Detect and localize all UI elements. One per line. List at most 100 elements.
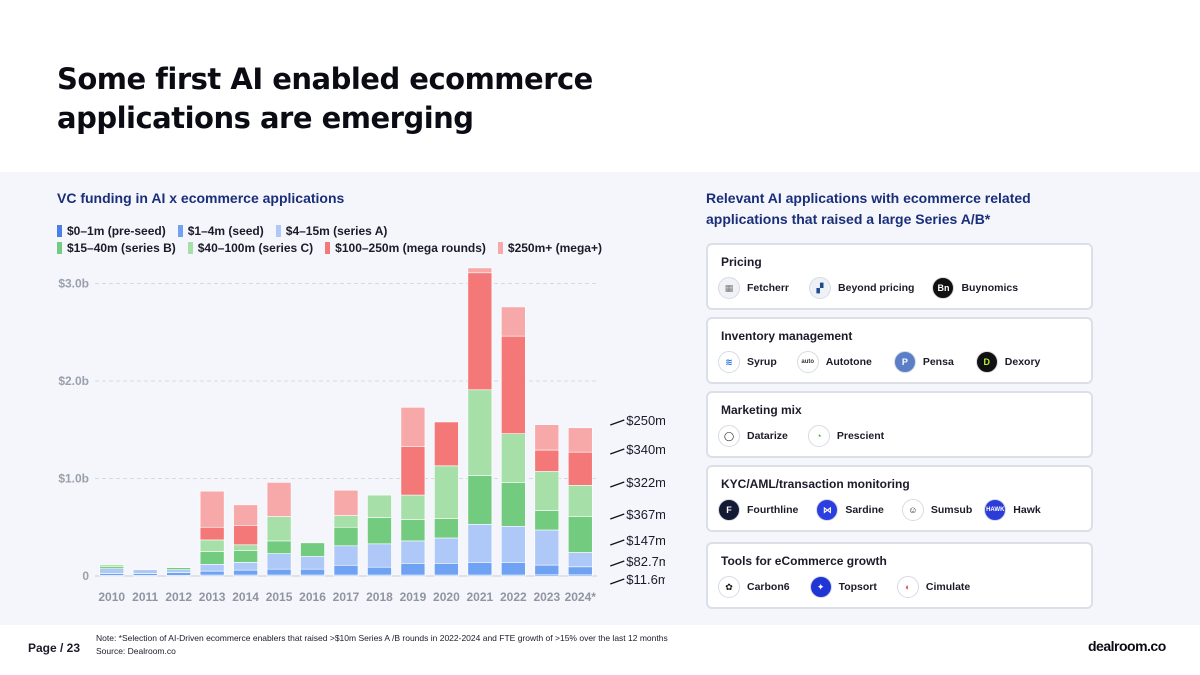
bar-segment: [233, 562, 258, 571]
bar-segment: [400, 563, 426, 576]
bar-segment: [199, 526, 225, 541]
company-item[interactable]: P Pensa: [893, 351, 954, 373]
company-name: Topsort: [838, 581, 877, 593]
company-name: Fetcherr: [747, 282, 790, 294]
company-logo-icon: D: [975, 351, 998, 373]
bar-segment: [99, 568, 125, 574]
legend-item-mega: $100–250m (mega rounds): [325, 241, 486, 255]
annotation-leader: [610, 481, 625, 488]
bar-segment: [501, 433, 526, 483]
y-tick-label: $2.0b: [58, 374, 89, 388]
bar-segment: [199, 563, 225, 572]
company-item[interactable]: ◯ Datarize: [718, 425, 788, 447]
company-item[interactable]: ≋ Syrup: [718, 351, 777, 373]
category-card: Inventory management ≋ Syrup auto Autotone P P…: [706, 317, 1093, 384]
bar-segment: [467, 524, 493, 563]
bar-segment: [99, 564, 125, 568]
x-tick-label: 2012: [165, 590, 192, 604]
company-logo-icon: ☺: [901, 499, 924, 521]
company-item[interactable]: ⋈ Sardine: [816, 499, 884, 521]
company-item[interactable]: auto Autotone: [796, 351, 872, 373]
brand-logo: dealroom.co: [1088, 638, 1166, 654]
bar-segment: [333, 564, 359, 576]
bar-segment: [567, 451, 593, 486]
company-logo-icon: ▞: [809, 277, 832, 299]
bar-segment: [266, 553, 292, 570]
company-name: Fourthline: [747, 504, 799, 516]
company-item[interactable]: ▦ Fetcherr: [718, 277, 789, 299]
company-logo-icon: auto: [796, 351, 819, 373]
x-tick-label: 2021: [467, 590, 494, 604]
legend-swatch: [177, 224, 183, 237]
company-logo-icon: P: [893, 351, 916, 373]
bar-segment: [367, 517, 392, 545]
bar-segment: [534, 424, 560, 451]
company-logo-icon: F: [718, 499, 740, 521]
bar-segment: [367, 494, 392, 518]
company-logo-icon: ✿: [718, 576, 740, 598]
category-title: Pricing: [721, 255, 762, 269]
company-item[interactable]: D Dexory: [975, 351, 1040, 373]
legend-item-pre-seed: $0–1m (pre-seed): [57, 224, 166, 238]
category-card: Pricing ▦ Fetcherr ▞ Beyond pricing Bn Buynomi…: [706, 243, 1093, 310]
company-item[interactable]: ▞ Beyond pricing: [809, 277, 914, 299]
chart-legend: $0–1m (pre-seed) $1–4m (seed) $4–15m (se…: [57, 222, 657, 256]
company-name: Sardine: [845, 504, 884, 516]
bar-segment: [266, 540, 292, 554]
y-tick-label: $3.0b: [58, 277, 89, 291]
company-item[interactable]: ✿ Carbon6: [718, 576, 790, 598]
annotation-leader: [610, 448, 625, 455]
company-item[interactable]: ✦ Topsort: [809, 576, 877, 598]
bar-segment: [233, 524, 258, 546]
legend-swatch: [57, 241, 62, 254]
bar-segment: [199, 570, 225, 576]
funding-bar-chart: 0 $1.0b $2.0b $3.0b 2010 2011 2012 2013 2014 2015…: [58, 267, 665, 604]
company-item[interactable]: HAWK Hawk: [984, 499, 1041, 521]
legend-label: $4–15m (series A): [285, 223, 388, 238]
company-item[interactable]: ☺ Sumsub: [901, 499, 972, 521]
company-name: Hawk: [1013, 504, 1041, 516]
page-number: Page / 23: [28, 641, 81, 655]
company-logo-icon: ≋: [718, 351, 740, 373]
bar-segment: [501, 482, 526, 527]
category-title: KYC/AML/transaction monitoring: [721, 477, 910, 491]
bar-segment: [434, 537, 459, 564]
bar-segment: [400, 494, 426, 520]
legend-swatch: [325, 241, 331, 254]
data-label: $322m: [626, 475, 665, 490]
company-name: Autotone: [825, 356, 872, 368]
legend-label: $100–250m (mega rounds): [335, 240, 486, 255]
company-logo-icon: Bn: [932, 277, 955, 299]
footnote: Note: *Selection of AI-Driven ecommerce …: [96, 633, 668, 643]
legend-swatch: [497, 241, 503, 254]
company-item[interactable]: F Fourthline: [718, 499, 798, 521]
bar-segment: [367, 566, 392, 576]
chart-title: VC funding in AI x ecommerce application…: [57, 190, 345, 206]
legend-row-2: $15–40m (series B) $40–100m (series C) $…: [57, 239, 657, 256]
company-item[interactable]: ◔ Prescient: [807, 425, 885, 447]
company-item[interactable]: ◐ Cimulate: [896, 576, 970, 598]
bar-segment: [300, 556, 325, 570]
legend-item-series-c: $40–100m (series C): [187, 241, 313, 255]
bar-segment: [501, 525, 526, 563]
company-item[interactable]: Bn Buynomics: [932, 277, 1018, 299]
bar-segment: [400, 519, 426, 542]
legend-item-series-a: $4–15m (series A): [275, 223, 388, 238]
bar-segment: [434, 465, 459, 519]
data-label: $82.7m: [626, 554, 665, 569]
legend-item-series-b: $15–40m (series B): [57, 241, 176, 255]
data-label: $367m: [626, 507, 665, 522]
bar-segment: [434, 563, 459, 576]
annotation-leader: [610, 539, 625, 546]
bar-segment: [467, 389, 493, 476]
annotation-leader: [610, 419, 625, 426]
bar-segment: [467, 562, 493, 576]
category-title: Tools for eCommerce growth: [721, 554, 887, 568]
company-name: Prescient: [836, 430, 885, 442]
apps-section-title: Relevant AI applications with ecommerce …: [706, 190, 1031, 227]
bar-segment: [333, 489, 359, 516]
legend-swatch: [275, 224, 281, 237]
x-tick-label: 2014: [232, 590, 259, 604]
data-label: $340m: [626, 442, 665, 457]
category-card: Tools for eCommerce growth ✿ Carbon6 ✦ Topso…: [706, 542, 1093, 609]
